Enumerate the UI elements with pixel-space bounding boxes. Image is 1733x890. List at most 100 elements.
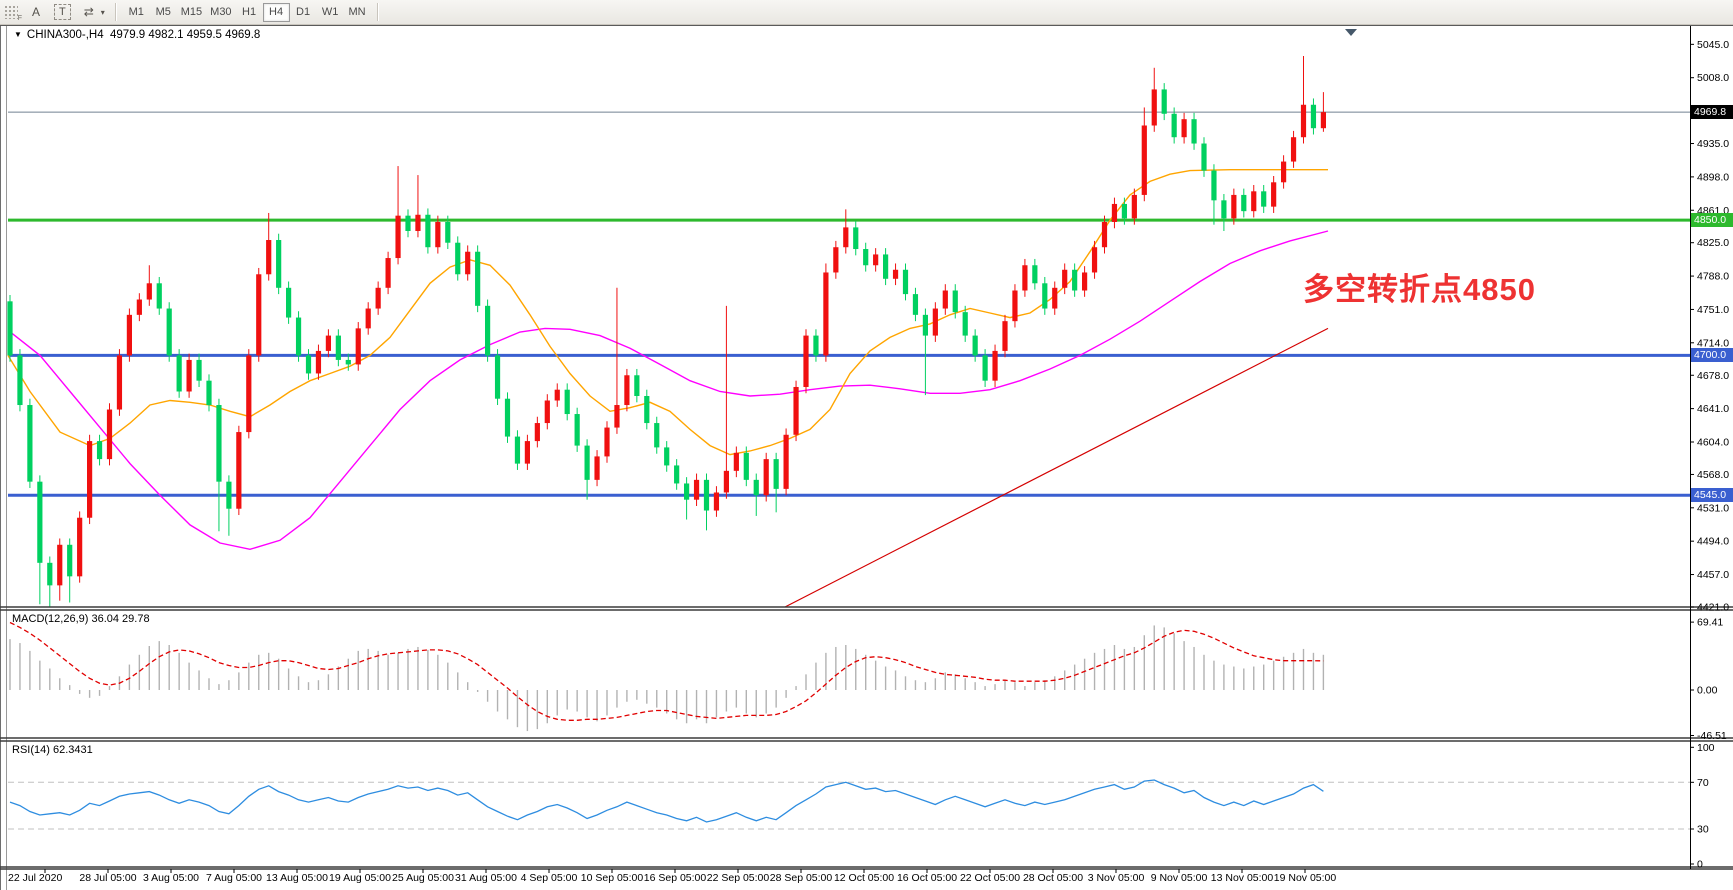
candle bbox=[1121, 203, 1127, 219]
svg-text:4935.0: 4935.0 bbox=[1697, 138, 1729, 150]
candle bbox=[1052, 287, 1058, 309]
svg-text:30: 30 bbox=[1697, 823, 1709, 835]
svg-text:13 Aug 05:00: 13 Aug 05:00 bbox=[266, 872, 328, 884]
svg-text:16 Sep 05:00: 16 Sep 05:00 bbox=[644, 872, 707, 884]
green-level-tag: 4850.0 bbox=[1691, 213, 1733, 228]
chart-symbol-period: CHINA300-,H4 bbox=[26, 29, 104, 41]
chart-title-collapse-icon[interactable]: ▼ bbox=[14, 30, 22, 39]
svg-text:13 Nov 05:00: 13 Nov 05:00 bbox=[1211, 872, 1274, 884]
svg-text:28 Sep 05:00: 28 Sep 05:00 bbox=[770, 872, 833, 884]
candle bbox=[942, 290, 948, 309]
svg-text:19 Aug 05:00: 19 Aug 05:00 bbox=[329, 872, 391, 884]
candle bbox=[405, 215, 411, 231]
svg-text:28 Jul 05:00: 28 Jul 05:00 bbox=[79, 872, 136, 884]
candle bbox=[1032, 265, 1038, 284]
tf-button-m15[interactable]: M15 bbox=[177, 3, 206, 22]
tool-dropdown-caret-icon[interactable]: ▾ bbox=[100, 7, 105, 17]
svg-text:3 Aug 05:00: 3 Aug 05:00 bbox=[143, 872, 199, 884]
candle bbox=[1320, 112, 1326, 129]
candle bbox=[644, 396, 650, 424]
candle bbox=[17, 355, 23, 406]
tf-button-w1[interactable]: W1 bbox=[317, 3, 344, 22]
svg-text:31 Aug 05:00: 31 Aug 05:00 bbox=[455, 872, 517, 884]
candle bbox=[335, 335, 341, 360]
candle bbox=[743, 452, 749, 480]
chart-shift-marker-icon[interactable] bbox=[1345, 29, 1357, 36]
candle bbox=[1101, 221, 1108, 248]
svg-text:4421.0: 4421.0 bbox=[1697, 602, 1729, 614]
candle bbox=[664, 447, 670, 466]
ma-slow-magenta-line bbox=[7, 230, 1329, 551]
annotation-text: 多空转折点4850 bbox=[1303, 272, 1536, 307]
candle bbox=[475, 251, 481, 306]
candle bbox=[624, 375, 630, 406]
svg-text:4714.0: 4714.0 bbox=[1697, 337, 1729, 349]
candle bbox=[305, 355, 312, 374]
candle bbox=[524, 441, 530, 464]
candle bbox=[1072, 269, 1078, 291]
candle bbox=[604, 427, 610, 457]
candle bbox=[534, 423, 540, 442]
tf-button-m1[interactable]: M1 bbox=[123, 3, 150, 22]
svg-text:100: 100 bbox=[1697, 742, 1715, 754]
svg-text:22 Sep 05:00: 22 Sep 05:00 bbox=[707, 872, 770, 884]
candle bbox=[1300, 104, 1307, 138]
candle bbox=[494, 355, 501, 399]
shift-arrows-tool-button[interactable]: ⇄ bbox=[78, 2, 100, 22]
svg-text:70: 70 bbox=[1697, 777, 1709, 789]
candle bbox=[614, 405, 620, 428]
candle bbox=[1211, 170, 1217, 201]
candle bbox=[1290, 137, 1297, 162]
svg-text:22 Jul 2020: 22 Jul 2020 bbox=[8, 872, 62, 884]
tf-button-mn[interactable]: MN bbox=[344, 3, 371, 22]
tf-button-m30[interactable]: M30 bbox=[206, 3, 235, 22]
candle bbox=[146, 283, 152, 300]
candle bbox=[345, 359, 351, 365]
candle bbox=[693, 479, 700, 500]
candle bbox=[266, 240, 272, 275]
candle bbox=[435, 221, 441, 248]
candle bbox=[216, 405, 222, 482]
candle bbox=[843, 227, 849, 248]
candle bbox=[226, 481, 232, 509]
tf-button-m5[interactable]: M5 bbox=[150, 3, 177, 22]
toolbar: F A T ⇄ ▾ M1 M5 M15 M30 H1 H4 D1 W1 MN bbox=[0, 0, 1733, 25]
candle bbox=[7, 301, 13, 356]
tf-button-h4[interactable]: H4 bbox=[262, 2, 290, 22]
candle bbox=[1022, 265, 1028, 291]
candle bbox=[415, 214, 421, 231]
candle bbox=[803, 335, 809, 387]
tf-button-h1[interactable]: H1 bbox=[236, 3, 263, 22]
candle bbox=[982, 355, 988, 381]
svg-text:0.00: 0.00 bbox=[1697, 685, 1718, 697]
cursor-tool-button[interactable]: A bbox=[25, 2, 47, 22]
chart-title: ▼ CHINA300-,H4 4979.9 4982.1 4959.5 4969.… bbox=[14, 29, 260, 41]
svg-text:4678.0: 4678.0 bbox=[1697, 370, 1729, 382]
candle bbox=[912, 294, 919, 315]
text-tool-button[interactable]: T bbox=[54, 4, 71, 20]
toolbar-drag-handle[interactable]: F bbox=[4, 5, 22, 22]
candle bbox=[206, 380, 212, 406]
candle bbox=[96, 441, 103, 460]
candle bbox=[674, 465, 680, 484]
candle bbox=[1151, 89, 1157, 126]
candle bbox=[1111, 203, 1118, 222]
candle bbox=[1131, 194, 1137, 219]
candle bbox=[833, 247, 839, 273]
candle bbox=[713, 492, 720, 511]
candle bbox=[256, 274, 262, 356]
candle bbox=[1062, 269, 1068, 288]
svg-text:10 Sep 05:00: 10 Sep 05:00 bbox=[581, 872, 644, 884]
candle bbox=[186, 359, 192, 392]
candle bbox=[77, 517, 83, 577]
candle bbox=[892, 269, 899, 279]
tf-button-d1[interactable]: D1 bbox=[290, 3, 317, 22]
svg-text:16 Oct 05:00: 16 Oct 05:00 bbox=[897, 872, 957, 884]
candle bbox=[1310, 104, 1317, 129]
blue-level-tag-4545: 4545.0 bbox=[1691, 488, 1733, 503]
candle bbox=[176, 355, 182, 392]
candle bbox=[504, 398, 511, 437]
candle bbox=[703, 479, 710, 511]
svg-text:28 Oct 05:00: 28 Oct 05:00 bbox=[1023, 872, 1083, 884]
